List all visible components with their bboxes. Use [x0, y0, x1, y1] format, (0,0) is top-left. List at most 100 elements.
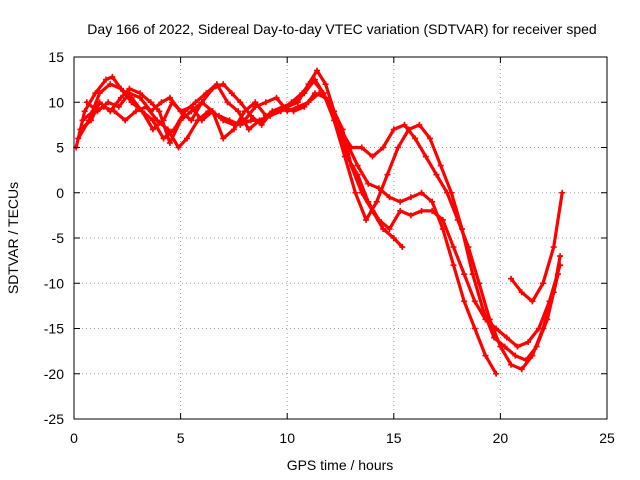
series-track-5	[75, 76, 561, 364]
data-point	[469, 271, 476, 278]
data-point	[508, 361, 515, 368]
data-point	[183, 135, 190, 142]
data-point	[461, 271, 468, 278]
series-line	[80, 91, 562, 349]
data-point	[203, 90, 210, 97]
data-point	[85, 117, 92, 124]
data-point	[164, 126, 171, 133]
grid-layer	[74, 57, 607, 419]
data-point	[427, 135, 434, 142]
data-point	[235, 108, 242, 115]
data-point	[237, 121, 244, 128]
data-point	[215, 112, 222, 119]
data-point	[529, 298, 536, 305]
data-point	[314, 67, 321, 74]
data-point	[83, 99, 90, 106]
data-point	[111, 108, 118, 115]
series-track-2	[77, 76, 500, 377]
data-point	[448, 189, 455, 196]
data-point	[194, 117, 201, 124]
data-point	[226, 117, 233, 124]
data-point	[412, 135, 419, 142]
data-point	[102, 76, 109, 83]
data-point	[331, 117, 338, 124]
data-point	[554, 271, 561, 278]
data-point	[471, 298, 478, 305]
data-point	[247, 117, 254, 124]
data-point	[158, 99, 165, 106]
data-point	[373, 198, 380, 205]
data-point	[407, 194, 414, 201]
data-point	[390, 126, 397, 133]
data-point	[79, 117, 86, 124]
data-point	[559, 189, 566, 196]
data-point	[433, 171, 440, 178]
data-point	[450, 244, 457, 251]
data-point	[309, 76, 316, 83]
data-point	[365, 180, 372, 187]
data-point	[480, 307, 487, 314]
data-point	[245, 126, 252, 133]
data-point	[115, 103, 122, 110]
data-point	[358, 144, 365, 151]
data-point	[252, 103, 259, 110]
y-tick-label: -20	[44, 366, 64, 382]
data-point	[267, 112, 274, 119]
data-point	[166, 139, 173, 146]
chart-title: Day 166 of 2022, Sidereal Day-to-day VTE…	[87, 21, 596, 37]
data-point	[533, 343, 540, 350]
data-point	[171, 126, 178, 133]
series-line	[76, 77, 560, 362]
data-point	[401, 121, 408, 128]
data-point	[429, 207, 436, 214]
data-point	[525, 339, 532, 346]
data-point	[518, 289, 525, 296]
series-track-4	[79, 90, 564, 350]
data-point	[482, 352, 489, 359]
y-tick-label: 0	[56, 185, 64, 201]
y-tick-label: -15	[44, 321, 64, 337]
series-layer	[73, 67, 566, 377]
data-point	[348, 144, 355, 151]
data-point	[518, 366, 525, 373]
data-point	[508, 275, 515, 282]
data-point	[109, 73, 116, 80]
data-point	[149, 117, 156, 124]
data-point	[501, 343, 508, 350]
data-point	[429, 198, 436, 205]
data-point	[175, 144, 182, 151]
x-tick-label: 20	[493, 430, 509, 446]
y-tick-label: 15	[48, 49, 64, 65]
data-point	[341, 153, 348, 160]
data-point	[459, 225, 466, 232]
data-point	[117, 94, 124, 101]
data-point	[166, 94, 173, 101]
data-point	[437, 162, 444, 169]
data-point	[418, 189, 425, 196]
x-tick-label: 15	[386, 430, 402, 446]
y-tick-label: 10	[48, 94, 64, 110]
data-point	[395, 144, 402, 151]
data-point	[273, 94, 280, 101]
data-point	[237, 99, 244, 106]
data-point	[224, 99, 231, 106]
y-tick-label: 5	[56, 140, 64, 156]
data-point	[450, 262, 457, 269]
data-point	[386, 225, 393, 232]
data-point	[354, 171, 361, 178]
y-tick-label: -25	[44, 411, 64, 427]
data-point	[198, 99, 205, 106]
data-point	[369, 153, 376, 160]
data-point	[320, 90, 327, 97]
tick-layer: 0 5 10 15 20 25 -25 -20 -15 -10 -5 0 5 10 15	[44, 49, 615, 446]
data-point	[557, 262, 564, 269]
x-tick-label: 5	[177, 430, 185, 446]
data-point	[228, 90, 235, 97]
data-point	[363, 216, 370, 223]
data-point	[380, 225, 387, 232]
data-point	[405, 126, 412, 133]
data-point	[75, 135, 82, 142]
data-point	[290, 108, 297, 115]
